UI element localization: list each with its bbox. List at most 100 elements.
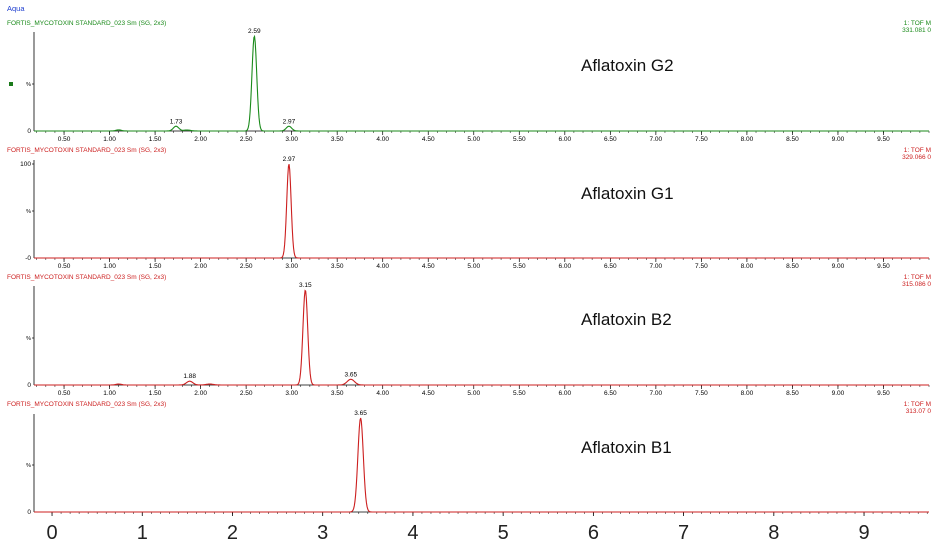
trace-name: FORTIS_MYCOTOXIN STANDARD_023 Sm (SG, 2x…	[7, 401, 167, 408]
x-tick-label: 0.50	[58, 263, 71, 270]
x-tick-label: 7.50	[695, 390, 708, 397]
compound-label: Aflatoxin B1	[581, 438, 672, 457]
trace-line	[34, 417, 929, 513]
x-tick-label: 8.50	[786, 390, 799, 397]
chromatogram-panel: 100 -0% 0.50 1.00 1.50 2.00 2.50 3.00 3.50 4.00 4.…	[20, 156, 930, 270]
trace-line	[34, 289, 929, 386]
trace-marker-icon	[9, 82, 13, 86]
x-tick-label: 9.00	[832, 136, 845, 143]
x-tick-label: 0.50	[58, 390, 71, 397]
x-tick-label: 8	[768, 522, 779, 544]
x-tick-label: 1.50	[149, 390, 162, 397]
x-tick-label: 4.50	[422, 136, 435, 143]
x-tick-label: 2.50	[240, 136, 253, 143]
x-tick-label: 1.00	[103, 263, 116, 270]
peak-label: 3.65	[345, 371, 358, 378]
x-tick-label: 6.00	[558, 136, 571, 143]
x-tick-label: 5	[498, 522, 509, 544]
x-tick-label: 8.00	[741, 136, 754, 143]
x-tick-label: 7.50	[695, 263, 708, 270]
peak-label: 2.97	[283, 118, 296, 125]
x-tick-label: 4.50	[422, 390, 435, 397]
x-tick-label: 4	[407, 522, 418, 544]
x-tick-label: 1.50	[149, 136, 162, 143]
x-tick-label: 1.00	[103, 390, 116, 397]
x-tick-label: 5.50	[513, 263, 526, 270]
trace-info: 1: TOF M	[903, 20, 931, 27]
x-tick-label: 2.00	[194, 136, 207, 143]
x-tick-label: 6.00	[558, 263, 571, 270]
y-tick-label: 0	[27, 382, 31, 389]
trace-info: 1: TOF M	[903, 147, 931, 154]
x-tick-label: 8.00	[741, 263, 754, 270]
peak-label: 1.73	[170, 118, 183, 125]
peak-label: 1.88	[183, 373, 196, 380]
x-tick-label: 4.00	[376, 263, 389, 270]
trace-mass: 315.086 0	[902, 281, 931, 288]
trace-info: 1: TOF M	[903, 274, 931, 281]
x-tick-label: 7.50	[695, 136, 708, 143]
x-tick-label: 3.50	[331, 136, 344, 143]
chromatogram-panel: 0% 0.50 1.00 1.50 2.00 2.50 3.00 3.50 4.00 4.50 5.…	[9, 28, 930, 143]
y-percent-label: %	[26, 209, 31, 215]
x-tick-label: 6.50	[604, 390, 617, 397]
x-tick-label: 8.50	[786, 263, 799, 270]
peak-label: 2.97	[283, 156, 296, 163]
compound-label: Aflatoxin B2	[581, 310, 672, 329]
trace-name: FORTIS_MYCOTOXIN STANDARD_023 Sm (SG, 2x…	[7, 20, 167, 27]
x-tick-label: 6	[588, 522, 599, 544]
trace-line	[34, 164, 929, 259]
x-tick-label: 4.50	[422, 263, 435, 270]
compound-label: Aflatoxin G1	[581, 184, 674, 203]
x-tick-label: 3.00	[285, 136, 298, 143]
x-tick-label: 5.50	[513, 390, 526, 397]
y-tick-label: 0	[27, 509, 31, 516]
chromatogram-panel: 0% 0.50 1.00 1.50 2.00 2.50 3.00 3.50 4.00 4.50 5.…	[26, 282, 930, 397]
x-tick-label: 5.00	[467, 390, 480, 397]
x-tick-label: 2.00	[194, 390, 207, 397]
y-percent-label: %	[26, 82, 31, 88]
x-tick-label: 0.50	[58, 136, 71, 143]
x-tick-label: 8.00	[741, 390, 754, 397]
x-tick-label: 6.00	[558, 390, 571, 397]
x-tick-label: 3	[317, 522, 328, 544]
x-tick-label: 2.00	[194, 263, 207, 270]
x-tick-label: 5.00	[467, 136, 480, 143]
peak-label: 2.59	[248, 28, 261, 35]
trace-name: FORTIS_MYCOTOXIN STANDARD_023 Sm (SG, 2x…	[7, 147, 167, 154]
x-tick-label: 2.50	[240, 263, 253, 270]
trace-info: 1: TOF M	[903, 401, 931, 408]
trace-line	[34, 34, 929, 132]
x-tick-label: 3.00	[285, 263, 298, 270]
x-tick-label: 5.50	[513, 136, 526, 143]
x-tick-label: 2.50	[240, 390, 253, 397]
x-tick-label: 9.50	[877, 390, 890, 397]
x-tick-label: 9.00	[832, 390, 845, 397]
x-tick-label: 1.50	[149, 263, 162, 270]
y-percent-label: %	[26, 463, 31, 469]
trace-mass: 313.07 0	[905, 408, 931, 415]
x-tick-label: 7.00	[650, 390, 663, 397]
y-tick-label: -0	[25, 255, 31, 262]
x-tick-label: 4.00	[376, 390, 389, 397]
x-tick-label: 0	[46, 522, 57, 544]
x-tick-label: 9.50	[877, 263, 890, 270]
compound-label: Aflatoxin G2	[581, 56, 674, 75]
peak-label: 3.65	[354, 410, 367, 417]
x-tick-label: 1	[137, 522, 148, 544]
x-tick-label: 9.50	[877, 136, 890, 143]
x-tick-label: 3.00	[285, 390, 298, 397]
x-tick-label: 4.00	[376, 136, 389, 143]
x-tick-label: 9	[858, 522, 869, 544]
trace-mass: 331.081 0	[902, 27, 931, 34]
x-tick-label: 2	[227, 522, 238, 544]
y-tick-label: 0	[27, 128, 31, 135]
x-tick-label: 9.00	[832, 263, 845, 270]
x-tick-label: 7	[678, 522, 689, 544]
x-tick-label: 3.50	[331, 263, 344, 270]
y-percent-label: %	[26, 336, 31, 342]
x-tick-label: 7.00	[650, 136, 663, 143]
x-tick-label: 1.00	[103, 136, 116, 143]
